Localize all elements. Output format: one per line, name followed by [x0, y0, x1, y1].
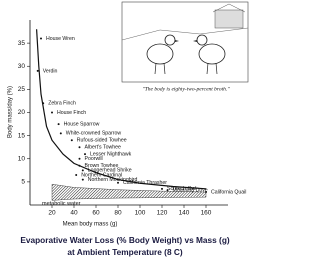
x-tick-label: 100	[135, 210, 146, 217]
data-point	[37, 70, 39, 72]
point-label: Albert's Towhee	[85, 145, 121, 151]
point-label: House Wren	[46, 36, 75, 42]
point-label: White-crowned Sparrow	[66, 131, 122, 137]
chart-title: Evaporative Water Loss (% Body Weight) v…	[20, 235, 230, 245]
chart: 5 10 15 20 25 30 35 20 40 60 80 100 120 140 160 metabol…	[0, 0, 251, 272]
y-tick-label: 10	[18, 155, 26, 162]
point-label: California Thrasher	[123, 180, 167, 186]
data-point	[51, 112, 53, 114]
point-label: House Sparrow	[64, 121, 100, 127]
x-tick-label: 80	[114, 210, 122, 217]
data-point	[84, 153, 86, 155]
data-point	[205, 191, 207, 193]
x-tick-label: 140	[179, 210, 190, 217]
cartoon-caption: "The body is eighty-two-percent broth."	[142, 86, 230, 92]
y-tick-label: 15	[18, 132, 26, 139]
y-tick-label: 20	[18, 109, 26, 116]
x-tick-label: 120	[157, 210, 168, 217]
data-point	[40, 38, 42, 40]
data-point	[58, 123, 60, 125]
data-point	[71, 139, 73, 141]
chart-subtitle: at Ambient Temperature (8 C)	[67, 247, 182, 257]
y-axis-label: Body mass/day (%)	[8, 86, 14, 138]
data-point	[79, 146, 81, 148]
data-point	[82, 169, 84, 171]
point-label: Poorwill	[85, 156, 103, 162]
y-tick-label: 5	[21, 179, 25, 186]
x-tick-label: 20	[48, 210, 56, 217]
data-point	[167, 189, 169, 191]
data-point	[75, 174, 77, 176]
data-point	[79, 165, 81, 167]
point-label: Mourning Dove	[173, 188, 208, 194]
y-tick-label: 30	[18, 63, 26, 70]
data-point	[117, 182, 119, 184]
x-tick-label: 60	[92, 210, 100, 217]
y-tick-label: 35	[18, 40, 26, 47]
x-axis-label: Mean body mass (g)	[63, 222, 118, 228]
x-tick-label: 160	[201, 210, 212, 217]
data-point	[42, 102, 44, 104]
data-point	[60, 132, 62, 134]
band-label: metabolic water	[42, 201, 81, 207]
cartoon	[122, 2, 248, 82]
data-point	[161, 188, 163, 190]
point-label: California Quail	[211, 189, 246, 195]
point-label: House Finch	[57, 110, 86, 116]
y-tick-label: 25	[18, 86, 26, 93]
x-tick-label: 40	[70, 210, 78, 217]
point-label: Rufous-sided Towhee	[77, 138, 127, 144]
data-point	[82, 179, 84, 181]
point-label: Zebra Finch	[48, 101, 76, 107]
point-label: Verdin	[43, 68, 58, 74]
data-point	[79, 158, 81, 160]
